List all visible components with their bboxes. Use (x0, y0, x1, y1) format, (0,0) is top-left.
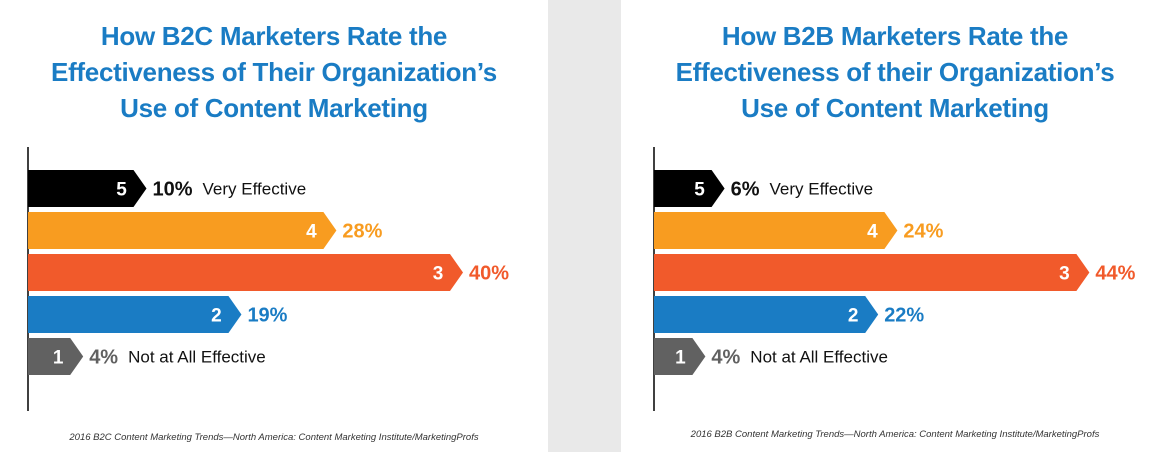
data-label: 40% (469, 263, 509, 285)
chart-title: How B2C Marketers Rate the Effectiveness… (0, 18, 548, 126)
data-label: 4% (89, 347, 118, 369)
bar-rating-label: 1 (675, 348, 686, 369)
b2c-bar-chart: 5 10% Very Effective 4 28% 3 40% 2 19% 1 4% Not at … (27, 147, 509, 411)
b2c-chart-panel: How B2C Marketers Rate the Effectiveness… (0, 0, 548, 452)
bar-rating-label: 1 (53, 348, 64, 369)
title-line: How B2C Marketers Rate the (100, 21, 448, 51)
bar-rating-1 (28, 338, 84, 375)
data-label: 19% (247, 305, 287, 327)
b2b-bar-chart: 5 6% Very Effective 4 24% 3 44% 2 22% 1 4% Not at A… (653, 147, 1136, 411)
title-line: Effectiveness of their Organization’s (675, 57, 1115, 87)
chart-title: How B2B Marketers Rate the Effectiveness… (621, 18, 1169, 126)
bar-rating-label: 2 (848, 306, 859, 327)
category-label: Very Effective (770, 180, 874, 199)
bar-rating-4 (654, 212, 898, 249)
bar-rating-3 (28, 254, 463, 291)
data-label: 4% (711, 347, 740, 369)
bar-rating-label: 4 (306, 222, 317, 243)
title-line: Use of Content Marketing (120, 93, 428, 123)
data-label: 22% (884, 305, 924, 327)
bar-rating-5 (654, 170, 725, 207)
data-label: 6% (731, 179, 760, 201)
data-label: 28% (342, 221, 382, 243)
bar-rating-label: 5 (116, 180, 127, 201)
b2b-chart-panel: How B2B Marketers Rate the Effectiveness… (621, 0, 1169, 452)
title-line: Use of Content Marketing (741, 93, 1049, 123)
bar-rating-2 (28, 296, 242, 333)
bar-rating-label: 3 (1059, 264, 1070, 285)
bar-rating-5 (28, 170, 147, 207)
source-note: 2016 B2B Content Marketing Trends—North … (690, 429, 1100, 440)
bar-rating-label: 5 (694, 180, 705, 201)
data-label: 10% (153, 179, 193, 201)
category-label: Not at All Effective (128, 348, 266, 367)
category-label: Not at All Effective (750, 348, 888, 367)
bar-rating-3 (654, 254, 1090, 291)
data-label: 44% (1095, 263, 1135, 285)
bar-rating-label: 4 (867, 222, 878, 243)
bar-rating-2 (654, 296, 879, 333)
category-label: Very Effective (203, 180, 307, 199)
data-label: 24% (903, 221, 943, 243)
bar-rating-1 (654, 338, 706, 375)
bar-rating-label: 2 (211, 306, 222, 327)
bar-rating-label: 3 (433, 264, 444, 285)
title-line: How B2B Marketers Rate the (721, 21, 1069, 51)
bar-rating-4 (28, 212, 337, 249)
source-note: 2016 B2C Content Marketing Trends—North … (69, 432, 479, 443)
title-line: Effectiveness of Their Organization’s (51, 57, 497, 87)
